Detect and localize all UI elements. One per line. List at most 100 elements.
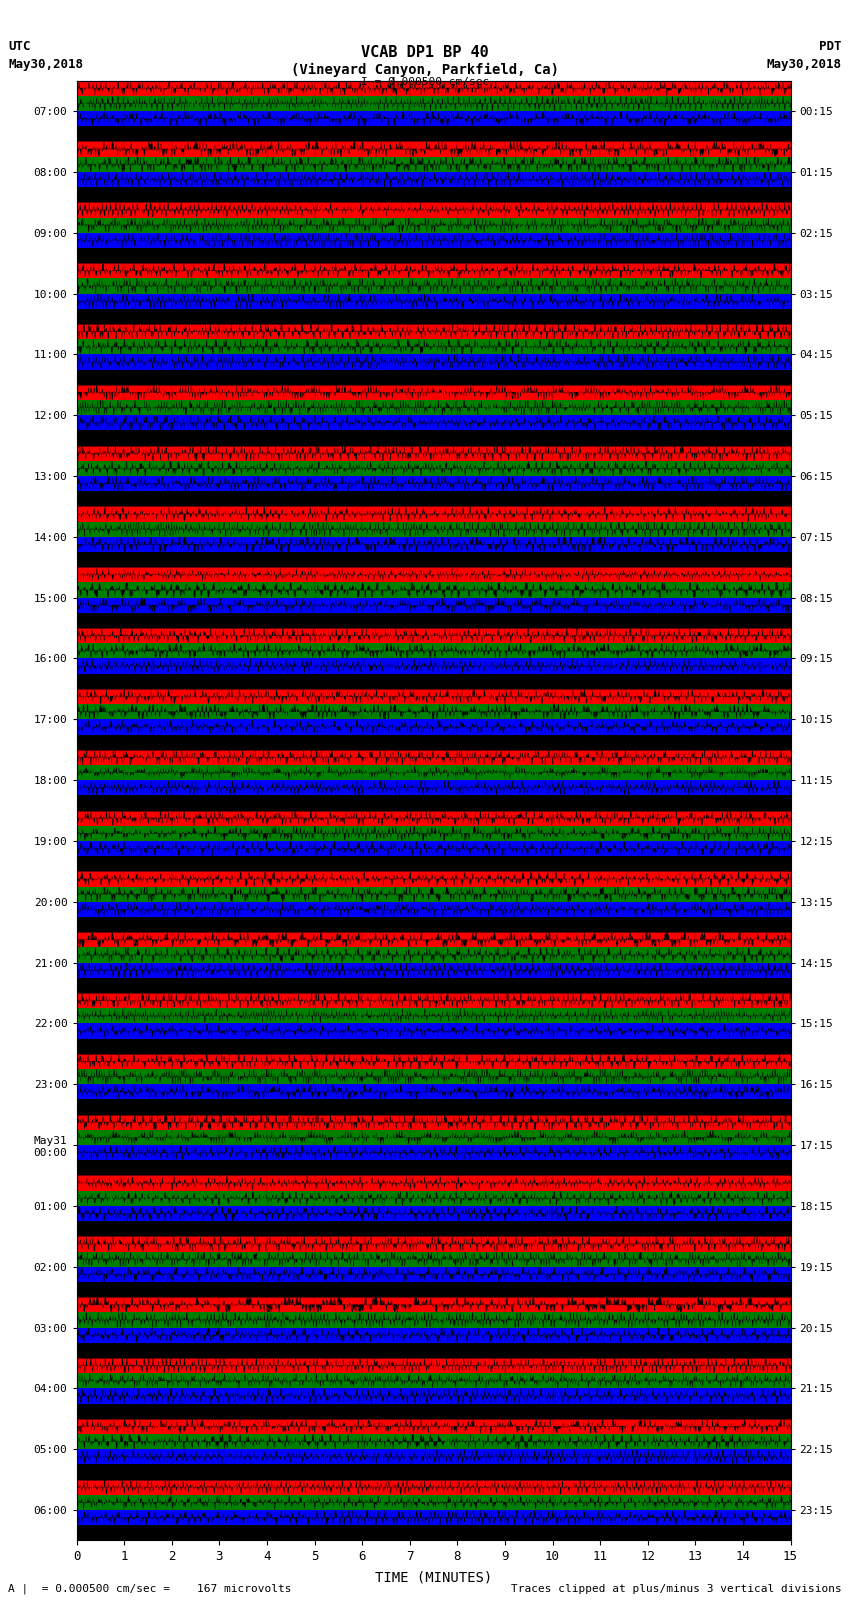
Bar [76, 173, 791, 187]
Bar [76, 369, 791, 386]
Bar [76, 916, 791, 932]
Bar [76, 445, 791, 461]
Bar [76, 1023, 791, 1039]
Bar [76, 932, 791, 947]
Bar [76, 187, 791, 202]
Bar [76, 1448, 791, 1465]
Bar [76, 1008, 791, 1023]
Bar [76, 1176, 791, 1190]
Bar [76, 658, 791, 674]
Bar [76, 1266, 791, 1282]
Bar [76, 902, 791, 916]
Text: UTC: UTC [8, 40, 31, 53]
Bar [76, 1389, 791, 1403]
Bar [76, 674, 791, 689]
Bar [76, 1053, 791, 1069]
Bar [76, 1084, 791, 1100]
Bar [76, 232, 791, 248]
Bar [76, 1434, 791, 1448]
Bar [76, 95, 791, 111]
Text: |: | [388, 77, 397, 94]
Bar [76, 689, 791, 705]
Bar [76, 1221, 791, 1236]
Text: May30,2018: May30,2018 [767, 58, 842, 71]
Bar [76, 339, 791, 355]
Bar [76, 308, 791, 324]
Bar [76, 644, 791, 658]
Bar [76, 156, 791, 173]
Bar [76, 765, 791, 781]
Bar [76, 734, 791, 750]
Bar [76, 1358, 791, 1373]
Bar [76, 1419, 791, 1434]
Bar [76, 202, 791, 218]
Bar [76, 552, 791, 568]
Bar [76, 1313, 791, 1327]
Bar [76, 627, 791, 644]
Bar [76, 218, 791, 232]
Bar [76, 719, 791, 734]
Bar [76, 431, 791, 445]
Bar [76, 1236, 791, 1252]
Bar [76, 492, 791, 506]
Bar [76, 826, 791, 840]
Bar [76, 1403, 791, 1419]
Bar [76, 142, 791, 156]
Bar [76, 1297, 791, 1313]
Bar [76, 506, 791, 521]
Text: Traces clipped at plus/minus 3 vertical divisions: Traces clipped at plus/minus 3 vertical … [511, 1584, 842, 1594]
Bar [76, 871, 791, 887]
Bar [76, 263, 791, 279]
Bar [76, 1479, 791, 1495]
Bar [76, 840, 791, 857]
Bar [76, 857, 791, 871]
Text: A |  = 0.000500 cm/sec =    167 microvolts: A | = 0.000500 cm/sec = 167 microvolts [8, 1582, 292, 1594]
Bar [76, 1495, 791, 1510]
Text: VCAB DP1 BP 40: VCAB DP1 BP 40 [361, 45, 489, 60]
Bar [76, 598, 791, 613]
Bar [76, 521, 791, 537]
Bar [76, 1069, 791, 1084]
Bar [76, 461, 791, 476]
Bar [76, 1465, 791, 1479]
X-axis label: TIME (MINUTES): TIME (MINUTES) [375, 1569, 492, 1584]
Bar [76, 947, 791, 963]
Bar [76, 126, 791, 142]
Bar [76, 1510, 791, 1526]
Text: I = 0.000500 cm/sec: I = 0.000500 cm/sec [361, 77, 489, 87]
Bar [76, 977, 791, 994]
Bar [76, 613, 791, 627]
Bar [76, 1115, 791, 1129]
Bar [76, 582, 791, 598]
Bar [76, 294, 791, 308]
Bar [76, 568, 791, 582]
Bar [76, 476, 791, 492]
Bar [76, 355, 791, 369]
Bar [76, 537, 791, 552]
Bar [76, 1100, 791, 1115]
Bar [76, 1039, 791, 1053]
Bar [76, 1207, 791, 1221]
Bar [76, 811, 791, 826]
Bar [76, 1160, 791, 1176]
Bar [76, 994, 791, 1008]
Bar [76, 1252, 791, 1266]
Bar [76, 1327, 791, 1342]
Bar [76, 750, 791, 765]
Bar [76, 705, 791, 719]
Bar [76, 887, 791, 902]
Bar [76, 963, 791, 977]
Bar [76, 324, 791, 339]
Bar [76, 1342, 791, 1358]
Bar [76, 1526, 791, 1540]
Bar [76, 400, 791, 415]
Text: (Vineyard Canyon, Parkfield, Ca): (Vineyard Canyon, Parkfield, Ca) [291, 63, 559, 77]
Bar [76, 279, 791, 294]
Bar [76, 81, 791, 95]
Bar [76, 415, 791, 431]
Bar [76, 1373, 791, 1389]
Bar [76, 1190, 791, 1207]
Text: PDT: PDT [819, 40, 842, 53]
Text: May30,2018: May30,2018 [8, 58, 83, 71]
Bar [76, 1129, 791, 1145]
